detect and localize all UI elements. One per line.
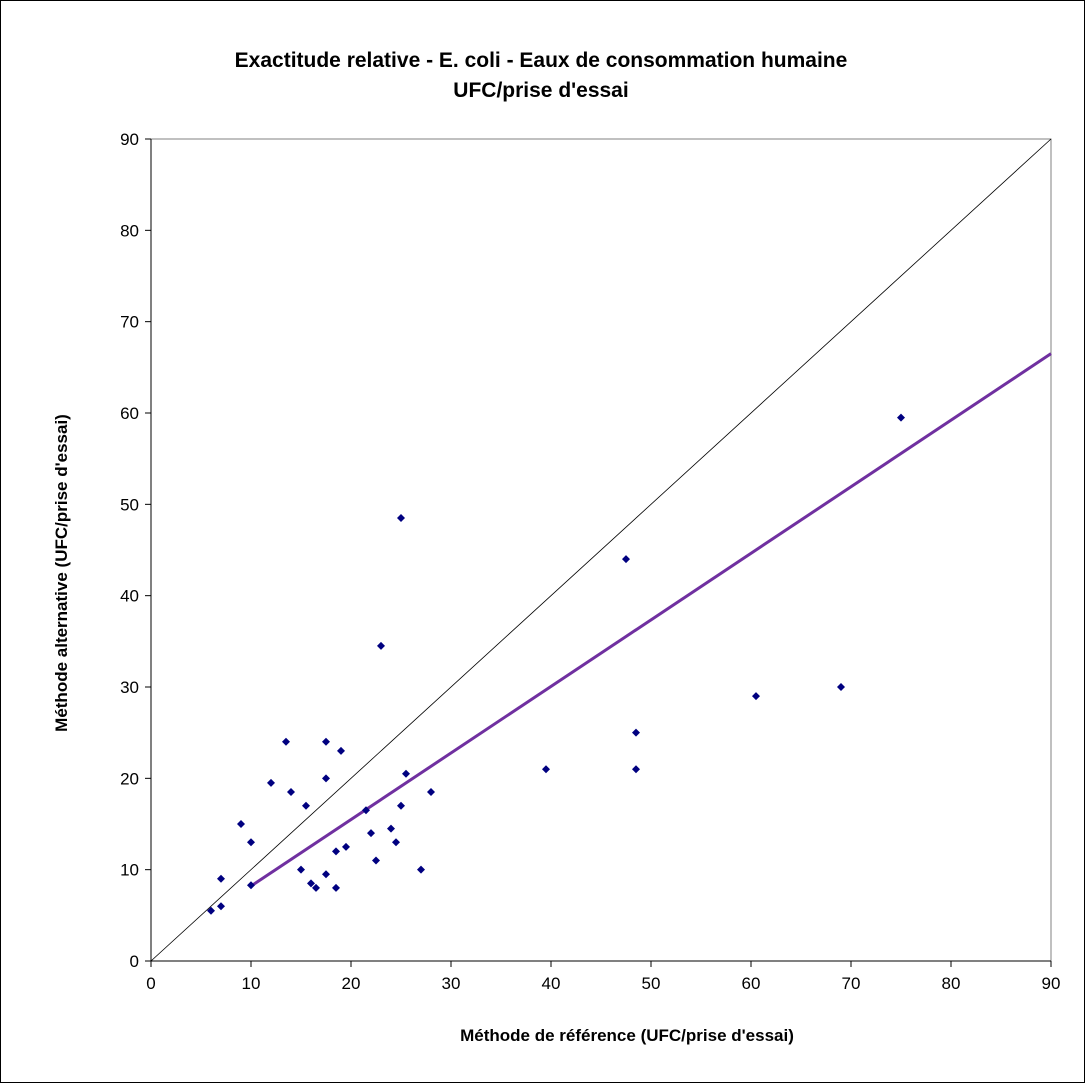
data-point	[362, 806, 370, 815]
x-tick-label: 30	[442, 974, 461, 993]
data-point	[387, 824, 395, 833]
reference-line	[150, 138, 1052, 962]
data-point	[392, 838, 400, 847]
y-tick-label: 20	[120, 769, 139, 788]
data-point	[247, 881, 255, 890]
data-point	[297, 865, 305, 874]
y-tick-label: 40	[120, 587, 139, 606]
regression-line-group	[250, 352, 1052, 888]
x-tick-label: 10	[242, 974, 261, 993]
data-point	[282, 737, 290, 746]
data-points-group	[207, 413, 905, 915]
y-axis-label: Méthode alternative (UFC/prise d'essai)	[52, 414, 71, 732]
axes-group	[150, 139, 1051, 962]
data-point	[632, 765, 640, 774]
x-tick-label: 0	[146, 974, 155, 993]
data-point	[302, 801, 310, 810]
reference-line-group	[150, 138, 1052, 962]
data-point	[217, 902, 225, 911]
x-tick-label: 40	[542, 974, 561, 993]
chart-title-line-2: UFC/prise d'essai	[453, 79, 628, 102]
x-ticks-group: 0 10 20 30 40 50 60 70 80 90	[146, 961, 1060, 993]
x-tick-label: 90	[1042, 974, 1061, 993]
y-tick-label: 30	[120, 678, 139, 697]
y-tick-label: 50	[120, 495, 139, 514]
data-point	[287, 788, 295, 797]
regression-line	[250, 352, 1052, 888]
data-point	[342, 842, 350, 851]
y-tick-label: 10	[120, 861, 139, 880]
y-ticks-group: 0 10 20 30 40 50 60 70 80 90	[120, 130, 151, 971]
data-point	[267, 778, 275, 787]
data-point	[322, 870, 330, 879]
y-tick-label: 0	[130, 952, 139, 971]
data-point	[397, 801, 405, 810]
data-point	[397, 514, 405, 523]
data-point	[622, 555, 630, 564]
data-point	[897, 413, 905, 422]
data-point	[837, 683, 845, 691]
data-point	[217, 874, 225, 883]
data-point	[427, 788, 435, 797]
data-point	[312, 883, 320, 892]
x-tick-label: 80	[942, 974, 961, 993]
data-point	[322, 774, 330, 783]
x-tick-label: 20	[342, 974, 361, 993]
data-point	[322, 737, 330, 746]
data-point	[542, 765, 550, 774]
data-point	[377, 641, 385, 650]
y-tick-label: 70	[120, 313, 139, 332]
x-axis-label: Méthode de référence (UFC/prise d'essai)	[460, 1026, 794, 1045]
x-tick-label: 60	[742, 974, 761, 993]
data-point	[367, 829, 375, 838]
data-point	[307, 879, 315, 888]
data-point	[402, 769, 410, 778]
y-tick-label: 90	[120, 130, 139, 149]
data-point	[752, 692, 760, 701]
data-point	[332, 847, 340, 856]
data-point	[372, 856, 380, 865]
data-point	[337, 746, 345, 755]
data-point	[632, 728, 640, 737]
x-tick-label: 50	[642, 974, 661, 993]
x-tick-label: 70	[842, 974, 861, 993]
data-point	[332, 883, 340, 892]
data-point	[237, 820, 245, 828]
data-point	[247, 838, 255, 847]
y-tick-label: 60	[120, 404, 139, 423]
chart-title-line-1: Exactitude relative - E. coli - Eaux de …	[235, 49, 848, 72]
data-point	[207, 906, 215, 915]
data-point	[417, 865, 425, 874]
y-tick-label: 80	[120, 221, 139, 240]
